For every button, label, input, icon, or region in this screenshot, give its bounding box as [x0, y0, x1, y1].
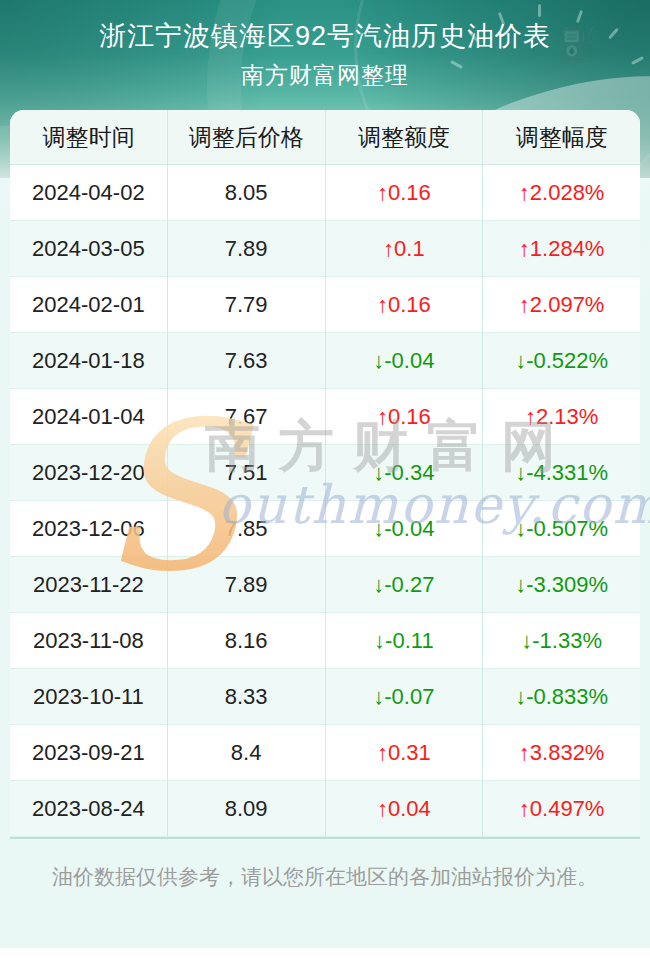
cell-date: 2024-01-18 — [10, 333, 168, 389]
cell-percent: ↓-1.33% — [483, 613, 640, 669]
table-row: 2023-11-22 7.89 ↓-0.27 ↓-3.309% — [10, 557, 640, 613]
cell-date: 2023-11-08 — [10, 613, 168, 669]
cell-price: 8.16 — [168, 613, 326, 669]
cell-percent: ↑1.284% — [483, 221, 640, 277]
cell-date: 2023-12-20 — [10, 445, 168, 501]
disclaimer-text: 油价数据仅供参考，请以您所在地区的各加油站报价为准。 — [45, 858, 605, 895]
cell-change: ↓-0.04 — [326, 333, 484, 389]
cell-date: 2023-11-22 — [10, 557, 168, 613]
table-row: 2023-12-20 7.51 ↓-0.34 ↓-4.331% — [10, 445, 640, 501]
cell-change: ↑0.1 — [326, 221, 484, 277]
cell-percent: ↓-0.507% — [483, 501, 640, 557]
table-row: 2023-09-21 8.4 ↑0.31 ↑3.832% — [10, 725, 640, 781]
cell-change: ↓-0.27 — [326, 557, 484, 613]
cell-date: 2023-10-11 — [10, 669, 168, 725]
column-header-date: 调整时间 — [10, 110, 168, 164]
table-row: 2024-02-01 7.79 ↑0.16 ↑2.097% — [10, 277, 640, 333]
table-row: 2024-03-05 7.89 ↑0.1 ↑1.284% — [10, 221, 640, 277]
cell-price: 7.89 — [168, 221, 326, 277]
cell-change: ↑0.16 — [326, 165, 484, 221]
cell-price: 7.67 — [168, 389, 326, 445]
page-title: 浙江宁波镇海区92号汽油历史油价表 — [0, 21, 650, 51]
table-header-row: 调整时间 调整后价格 调整额度 调整幅度 — [10, 110, 640, 165]
cell-percent: ↑0.497% — [483, 781, 640, 837]
cell-percent: ↑2.028% — [483, 165, 640, 221]
cell-price: 7.79 — [168, 277, 326, 333]
cell-price: 7.51 — [168, 445, 326, 501]
cell-price: 7.63 — [168, 333, 326, 389]
cell-date: 2023-08-24 — [10, 781, 168, 837]
cell-price: 7.89 — [168, 557, 326, 613]
cell-percent: ↑2.097% — [483, 277, 640, 333]
cell-percent: ↑3.832% — [483, 725, 640, 781]
cell-change: ↓-0.07 — [326, 669, 484, 725]
cell-percent: ↓-0.833% — [483, 669, 640, 725]
column-header-change: 调整额度 — [326, 110, 484, 164]
cell-change: ↑0.16 — [326, 277, 484, 333]
cell-date: 2024-03-05 — [10, 221, 168, 277]
cell-price: 7.85 — [168, 501, 326, 557]
cell-change: ↓-0.04 — [326, 501, 484, 557]
cell-date: 2023-09-21 — [10, 725, 168, 781]
table-row: 2023-12-06 7.85 ↓-0.04 ↓-0.507% — [10, 501, 640, 557]
cell-price: 8.05 — [168, 165, 326, 221]
table-row: 2024-04-02 8.05 ↑0.16 ↑2.028% — [10, 165, 640, 221]
cell-change: ↑0.31 — [326, 725, 484, 781]
table-row: 2023-11-08 8.16 ↓-0.11 ↓-1.33% — [10, 613, 640, 669]
header-titles: 浙江宁波镇海区92号汽油历史油价表 南方财富网整理 — [0, 0, 650, 91]
table-row: 2023-10-11 8.33 ↓-0.07 ↓-0.833% — [10, 669, 640, 725]
table-body: 2024-04-02 8.05 ↑0.16 ↑2.028% 2024-03-05… — [10, 165, 640, 837]
cell-price: 8.33 — [168, 669, 326, 725]
cell-change: ↑0.04 — [326, 781, 484, 837]
table-row: 2024-01-04 7.67 ↑0.16 ↑2.13% — [10, 389, 640, 445]
cell-date: 2024-02-01 — [10, 277, 168, 333]
cell-percent: ↑2.13% — [483, 389, 640, 445]
cell-percent: ↓-0.522% — [483, 333, 640, 389]
cell-date: 2023-12-06 — [10, 501, 168, 557]
cell-change: ↓-0.34 — [326, 445, 484, 501]
oil-price-table: 调整时间 调整后价格 调整额度 调整幅度 2024-04-02 8.05 ↑0.… — [10, 110, 640, 839]
cell-change: ↓-0.11 — [326, 613, 484, 669]
page-subtitle: 南方财富网整理 — [0, 60, 650, 91]
cell-change: ↑0.16 — [326, 389, 484, 445]
column-header-price: 调整后价格 — [168, 110, 326, 164]
cell-price: 8.09 — [168, 781, 326, 837]
table-row: 2023-08-24 8.09 ↑0.04 ↑0.497% — [10, 781, 640, 837]
column-header-percent: 调整幅度 — [483, 110, 640, 164]
table-row: 2024-01-18 7.63 ↓-0.04 ↓-0.522% — [10, 333, 640, 389]
cell-price: 8.4 — [168, 725, 326, 781]
cell-date: 2024-01-04 — [10, 389, 168, 445]
cell-percent: ↓-4.331% — [483, 445, 640, 501]
page: ⛽ 浙江宁波镇海区92号汽油历史油价表 南方财富网整理 调整时间 调整后价格 调… — [0, 0, 650, 980]
cell-percent: ↓-3.309% — [483, 557, 640, 613]
cell-date: 2024-04-02 — [10, 165, 168, 221]
